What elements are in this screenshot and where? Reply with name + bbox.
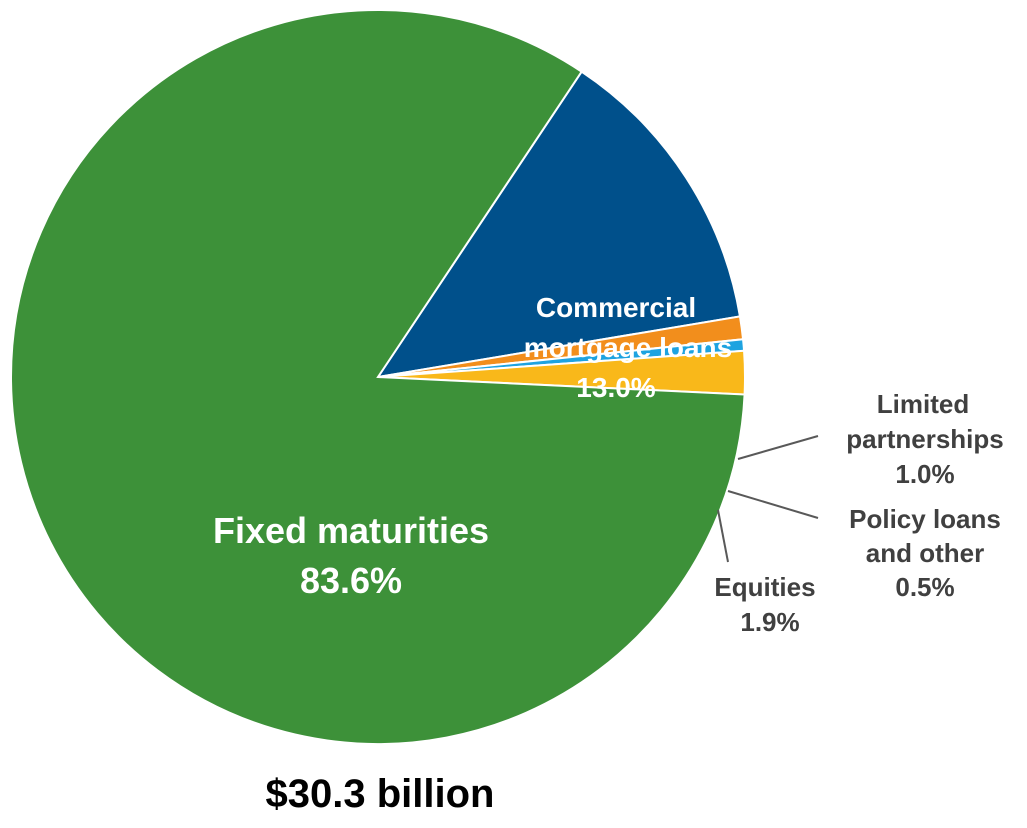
leader-line-policy-loans	[727, 490, 819, 519]
label-commercial-line2: mortgage loans	[524, 332, 732, 363]
value-limited-partnerships: 1.0%	[895, 459, 954, 489]
label-fixed-maturities: Fixed maturities	[213, 510, 489, 551]
label-limited-line2: partnerships	[846, 424, 1004, 454]
slice-fixed-maturities	[10, 9, 746, 745]
total-caption: $30.3 billion	[265, 772, 495, 816]
value-equities: 1.9%	[740, 607, 799, 637]
leader-line-equities	[717, 509, 729, 563]
pie-slices	[10, 9, 746, 745]
slice-commercial-mortgage-loans	[375, 70, 742, 379]
value-policy-loans: 0.5%	[895, 572, 954, 602]
label-limited-line1: Limited	[877, 389, 969, 419]
label-policy-line1: Policy loans	[849, 504, 1001, 534]
label-commercial-line1: Commercial	[536, 292, 696, 323]
leader-line-limited-partnerships	[737, 435, 819, 460]
label-equities: Equities	[714, 572, 815, 602]
value-fixed-maturities: 83.6%	[300, 560, 402, 601]
leader-lines	[717, 435, 819, 563]
value-commercial-mortgage-loans: 13.0%	[576, 372, 655, 403]
label-policy-line2: and other	[866, 538, 984, 568]
